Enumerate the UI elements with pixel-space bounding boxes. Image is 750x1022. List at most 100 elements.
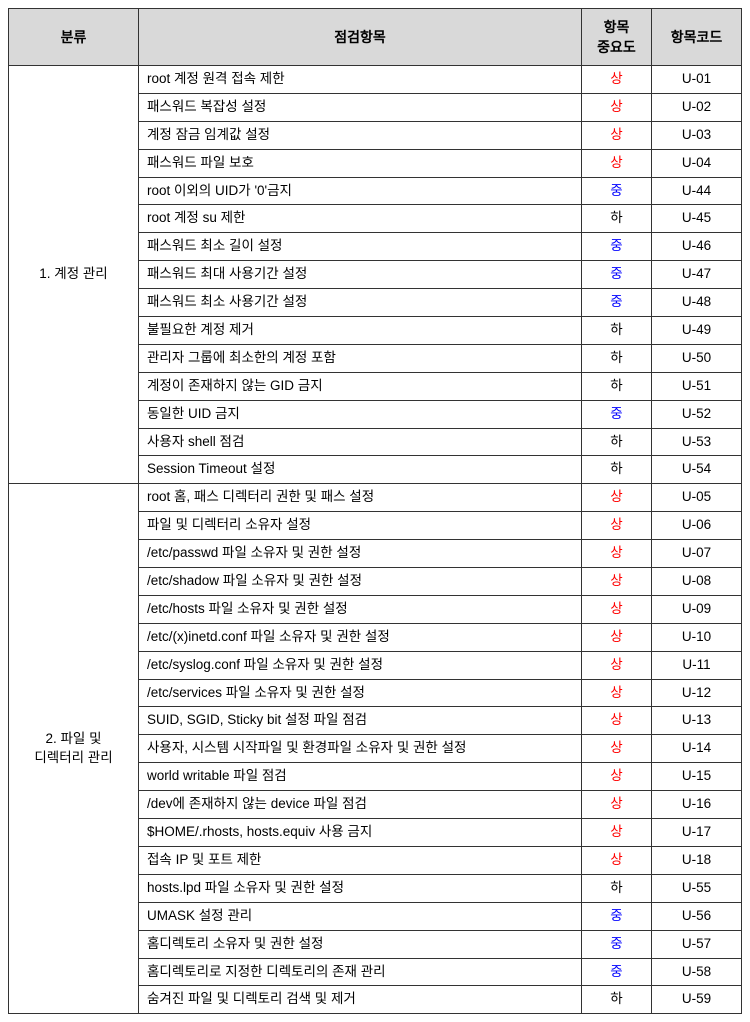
level-cell: 상 — [582, 93, 652, 121]
code-cell: U-45 — [652, 205, 742, 233]
level-cell: 하 — [582, 456, 652, 484]
level-cell: 중 — [582, 177, 652, 205]
item-cell: /etc/passwd 파일 소유자 및 권한 설정 — [139, 540, 582, 568]
code-cell: U-02 — [652, 93, 742, 121]
code-cell: U-52 — [652, 400, 742, 428]
code-cell: U-44 — [652, 177, 742, 205]
level-cell: 중 — [582, 400, 652, 428]
item-cell: 홈디렉토리로 지정한 디렉토리의 존재 관리 — [139, 958, 582, 986]
category-cell: 1. 계정 관리 — [9, 66, 139, 484]
item-cell: 사용자, 시스템 시작파일 및 환경파일 소유자 및 권한 설정 — [139, 735, 582, 763]
code-cell: U-03 — [652, 121, 742, 149]
code-cell: U-13 — [652, 707, 742, 735]
item-cell: root 이외의 UID가 '0'금지 — [139, 177, 582, 205]
item-cell: 계정이 존재하지 않는 GID 금지 — [139, 372, 582, 400]
item-cell: 숨겨진 파일 및 디렉토리 검색 및 제거 — [139, 986, 582, 1014]
item-cell: $HOME/.rhosts, hosts.equiv 사용 금지 — [139, 819, 582, 847]
level-cell: 상 — [582, 149, 652, 177]
level-cell: 중 — [582, 289, 652, 317]
item-cell: /etc/syslog.conf 파일 소유자 및 권한 설정 — [139, 651, 582, 679]
code-cell: U-59 — [652, 986, 742, 1014]
level-cell: 상 — [582, 651, 652, 679]
code-cell: U-12 — [652, 679, 742, 707]
item-cell: 홈디렉토리 소유자 및 권한 설정 — [139, 930, 582, 958]
level-cell: 상 — [582, 623, 652, 651]
item-cell: 계정 잠금 임계값 설정 — [139, 121, 582, 149]
level-cell: 중 — [582, 261, 652, 289]
table-row: 2. 파일 및 디렉터리 관리root 홈, 패스 디렉터리 권한 및 패스 설… — [9, 484, 742, 512]
item-cell: SUID, SGID, Sticky bit 설정 파일 점검 — [139, 707, 582, 735]
level-cell: 중 — [582, 958, 652, 986]
level-cell: 상 — [582, 735, 652, 763]
level-cell: 상 — [582, 846, 652, 874]
code-cell: U-48 — [652, 289, 742, 317]
item-cell: 파일 및 디렉터리 소유자 설정 — [139, 512, 582, 540]
code-cell: U-15 — [652, 763, 742, 791]
level-cell: 하 — [582, 205, 652, 233]
level-cell: 중 — [582, 930, 652, 958]
code-cell: U-04 — [652, 149, 742, 177]
item-cell: 동일한 UID 금지 — [139, 400, 582, 428]
level-cell: 상 — [582, 484, 652, 512]
code-cell: U-57 — [652, 930, 742, 958]
item-cell: /etc/shadow 파일 소유자 및 권한 설정 — [139, 568, 582, 596]
level-cell: 중 — [582, 902, 652, 930]
code-cell: U-14 — [652, 735, 742, 763]
level-cell: 하 — [582, 344, 652, 372]
code-cell: U-58 — [652, 958, 742, 986]
level-cell: 상 — [582, 121, 652, 149]
item-cell: 패스워드 최대 사용기간 설정 — [139, 261, 582, 289]
level-cell: 상 — [582, 512, 652, 540]
code-cell: U-47 — [652, 261, 742, 289]
code-cell: U-11 — [652, 651, 742, 679]
code-cell: U-09 — [652, 595, 742, 623]
level-cell: 상 — [582, 568, 652, 596]
level-cell: 상 — [582, 595, 652, 623]
level-cell: 상 — [582, 791, 652, 819]
checklist-table: 분류 점검항목 항목 중요도 항목코드 1. 계정 관리root 계정 원격 접… — [8, 8, 742, 1014]
item-cell: root 계정 원격 접속 제한 — [139, 66, 582, 94]
code-cell: U-56 — [652, 902, 742, 930]
code-cell: U-05 — [652, 484, 742, 512]
item-cell: UMASK 설정 관리 — [139, 902, 582, 930]
header-code: 항목코드 — [652, 9, 742, 66]
code-cell: U-54 — [652, 456, 742, 484]
code-cell: U-08 — [652, 568, 742, 596]
code-cell: U-16 — [652, 791, 742, 819]
table-header: 분류 점검항목 항목 중요도 항목코드 — [9, 9, 742, 66]
item-cell: 접속 IP 및 포트 제한 — [139, 846, 582, 874]
header-category: 분류 — [9, 9, 139, 66]
code-cell: U-18 — [652, 846, 742, 874]
code-cell: U-51 — [652, 372, 742, 400]
item-cell: world writable 파일 점검 — [139, 763, 582, 791]
level-cell: 하 — [582, 428, 652, 456]
code-cell: U-55 — [652, 874, 742, 902]
level-cell: 상 — [582, 763, 652, 791]
table-body: 1. 계정 관리root 계정 원격 접속 제한상U-01패스워드 복잡성 설정… — [9, 66, 742, 1014]
level-cell: 하 — [582, 372, 652, 400]
category-cell: 2. 파일 및 디렉터리 관리 — [9, 484, 139, 1014]
level-cell: 상 — [582, 540, 652, 568]
level-cell: 하 — [582, 874, 652, 902]
level-cell: 상 — [582, 707, 652, 735]
code-cell: U-49 — [652, 317, 742, 345]
code-cell: U-07 — [652, 540, 742, 568]
code-cell: U-50 — [652, 344, 742, 372]
item-cell: root 홈, 패스 디렉터리 권한 및 패스 설정 — [139, 484, 582, 512]
item-cell: 패스워드 최소 사용기간 설정 — [139, 289, 582, 317]
code-cell: U-10 — [652, 623, 742, 651]
item-cell: /etc/hosts 파일 소유자 및 권한 설정 — [139, 595, 582, 623]
level-cell: 중 — [582, 233, 652, 261]
code-cell: U-01 — [652, 66, 742, 94]
item-cell: 불필요한 계정 제거 — [139, 317, 582, 345]
code-cell: U-06 — [652, 512, 742, 540]
item-cell: /etc/services 파일 소유자 및 권한 설정 — [139, 679, 582, 707]
item-cell: root 계정 su 제한 — [139, 205, 582, 233]
code-cell: U-46 — [652, 233, 742, 261]
item-cell: /dev에 존재하지 않는 device 파일 점검 — [139, 791, 582, 819]
level-cell: 상 — [582, 819, 652, 847]
code-cell: U-53 — [652, 428, 742, 456]
table-row: 1. 계정 관리root 계정 원격 접속 제한상U-01 — [9, 66, 742, 94]
item-cell: 관리자 그룹에 최소한의 계정 포함 — [139, 344, 582, 372]
level-cell: 상 — [582, 679, 652, 707]
